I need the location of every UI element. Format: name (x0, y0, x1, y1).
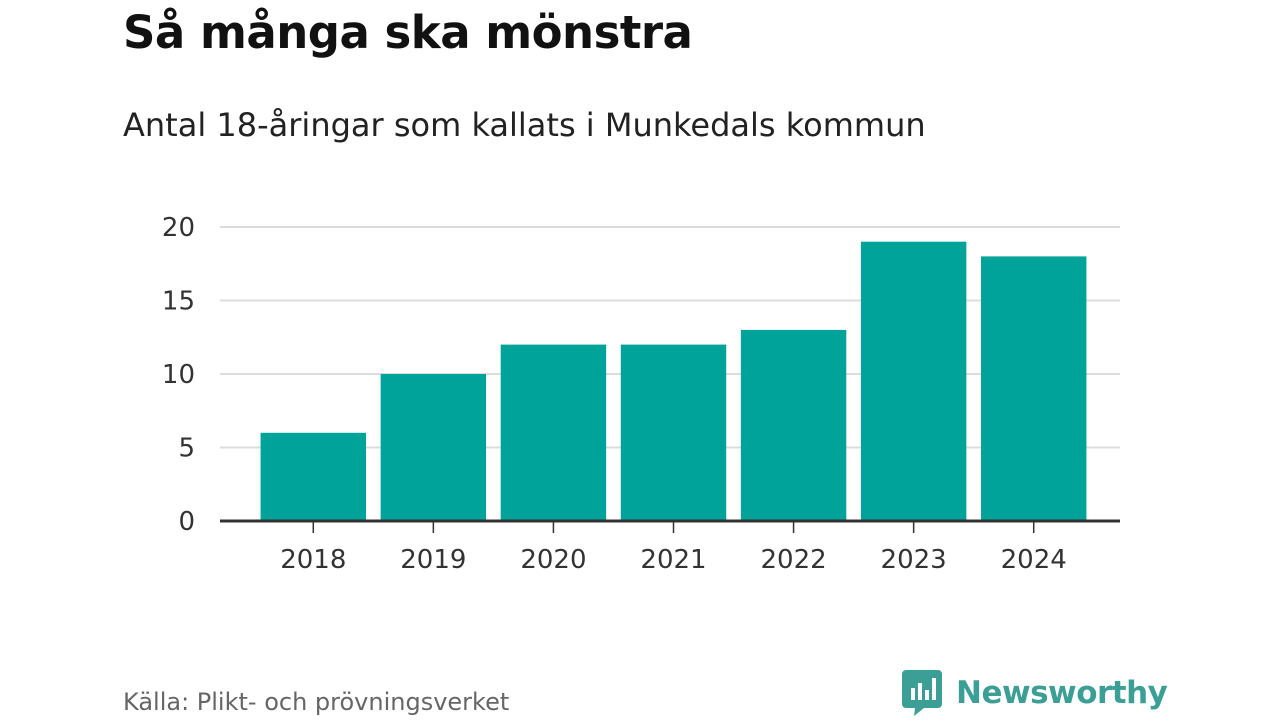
x-tick-label: 2021 (640, 545, 706, 575)
y-tick-label: 15 (162, 287, 195, 317)
bar-2022[interactable] (740, 329, 847, 521)
y-tick-label: 5 (178, 434, 195, 464)
chart-title: Så många ska mönstra (123, 6, 693, 59)
x-tick-label: 2018 (280, 545, 346, 575)
bar-chart: 0 5 10 15 20 2018 2019 2020 2021 2022 2023 2024 (162, 213, 1120, 575)
bar-2023[interactable] (860, 241, 967, 521)
y-tick-label: 0 (178, 507, 195, 537)
x-tick-label: 2023 (881, 545, 947, 575)
axes: 0 5 10 15 20 2018 2019 2020 2021 2022 2023 2024 (162, 213, 1120, 575)
brand-name: Newsworthy (956, 675, 1168, 711)
source-note: Källa: Plikt- och prövningsverket (123, 688, 510, 716)
bars (260, 241, 1087, 521)
bar-2019[interactable] (380, 374, 487, 521)
chart-subtitle: Antal 18-åringar som kallats i Munkedals… (123, 106, 926, 144)
x-tick-label: 2020 (520, 545, 586, 575)
y-tick-label: 10 (162, 360, 195, 390)
brand-logo[interactable]: Newsworthy (902, 670, 1168, 716)
bar-2020[interactable] (500, 344, 607, 521)
bar-2024[interactable] (981, 256, 1087, 521)
y-tick-label: 20 (162, 213, 195, 243)
bar-2021[interactable] (620, 344, 727, 521)
bar-chart-speech-bubble-icon (902, 670, 942, 716)
x-tick-label: 2022 (760, 545, 826, 575)
x-tick-label: 2019 (400, 545, 466, 575)
bar-2018[interactable] (260, 432, 366, 521)
x-tick-label: 2024 (1001, 545, 1067, 575)
